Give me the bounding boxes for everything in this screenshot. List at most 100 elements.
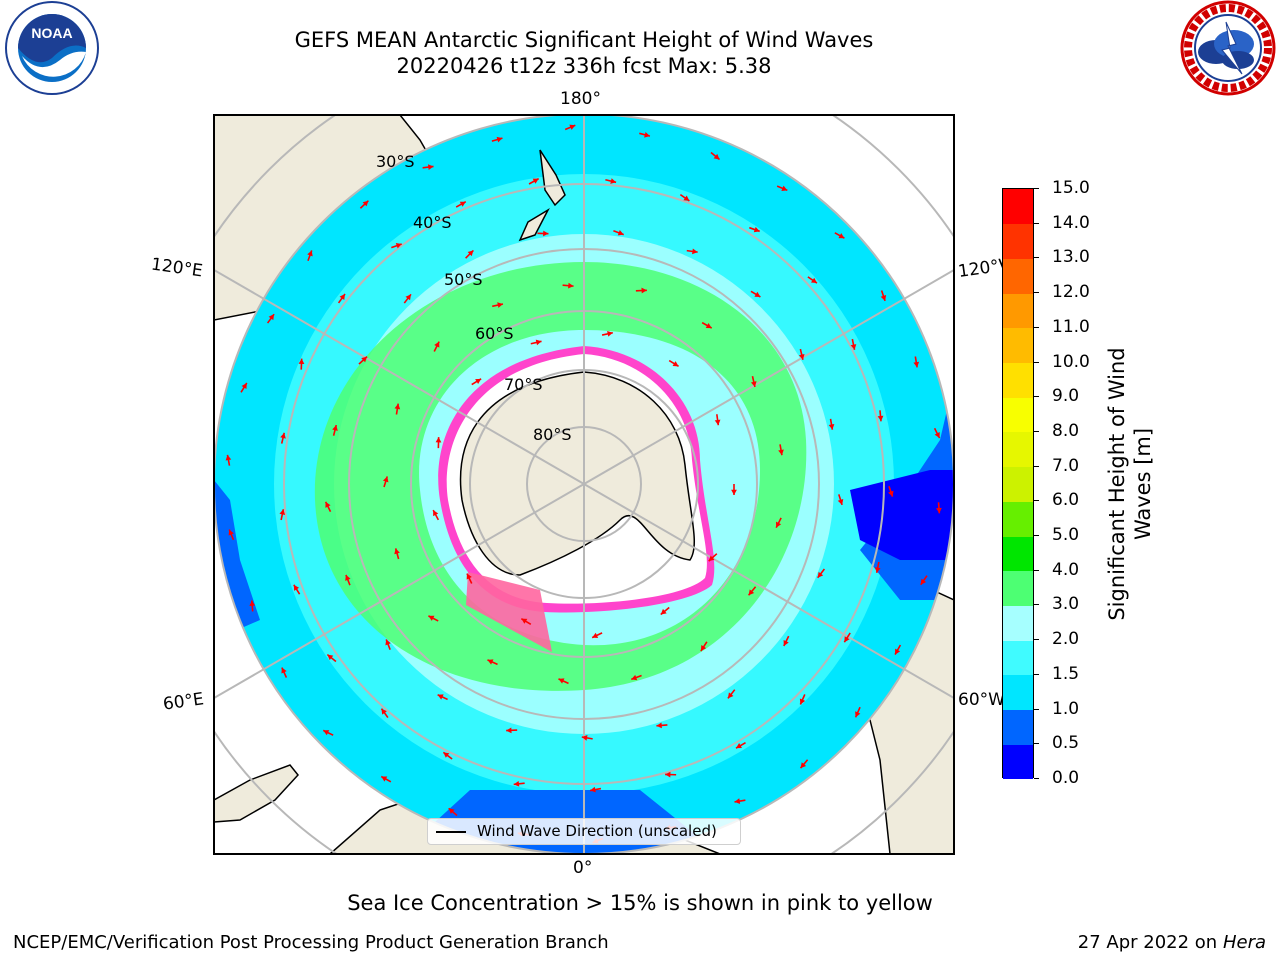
wind-wave-arrow [225, 454, 232, 466]
wind-wave-arrow [613, 229, 624, 236]
colorbar-segment [1003, 397, 1033, 433]
wind-wave-arrow [359, 200, 369, 209]
colorbar-segment [1003, 570, 1033, 606]
wind-wave-arrow [266, 313, 275, 324]
wind-wave-arrow [877, 410, 884, 422]
colorbar-tick-label: 2.0 [1052, 629, 1080, 650]
colorbar-tick [1034, 222, 1039, 224]
antarctica-landmass [459, 371, 696, 576]
wind-wave-arrow [279, 509, 286, 521]
wind-wave-arrow [394, 403, 401, 415]
wind-wave-arrow [727, 689, 736, 699]
wave-band-3m [314, 262, 807, 691]
wind-wave-arrow [798, 348, 805, 360]
wind-wave-arrow [455, 201, 467, 208]
wind-wave-arrow [734, 798, 746, 804]
wind-wave-arrow [293, 584, 301, 595]
colorbar-tick [1034, 188, 1039, 189]
wind-wave-arrow [506, 727, 518, 734]
map-frame [213, 114, 955, 855]
colorbar-segment [1003, 431, 1033, 468]
wave-band-very-low [850, 470, 954, 560]
wind-wave-arrow [487, 659, 498, 666]
colorbar-tick-label: 12.0 [1052, 282, 1090, 303]
colorbar-label: Significant Height of Wind Waves [m] [1105, 347, 1155, 621]
wind-wave-arrow [358, 356, 368, 365]
lat-label-30s: 30°S [376, 152, 415, 171]
wind-wave-arrow [817, 568, 826, 579]
wind-wave-arrow [665, 771, 677, 778]
wind-wave-arrow [380, 708, 389, 719]
wind-wave-arrow [749, 226, 760, 233]
lat-label-70s: 70°S [504, 375, 543, 394]
legend-line-swatch [436, 831, 466, 833]
wind-wave-arrow [750, 376, 757, 388]
lon-label-0: 0° [573, 858, 593, 878]
colorbar-tick [1034, 257, 1039, 259]
wind-wave-arrow [783, 635, 790, 647]
wind-wave-arrow [391, 242, 402, 249]
wind-wave-arrow [337, 293, 346, 304]
colorbar-segment [1003, 223, 1033, 259]
date-prefix: 27 Apr 2022 on [1077, 932, 1223, 953]
colorbar-segment [1003, 327, 1033, 364]
wind-wave-arrow [850, 338, 857, 350]
wind-wave-arrow [298, 358, 305, 370]
lat-label-40s: 40°S [413, 213, 452, 232]
wind-wave-arrow [837, 494, 844, 506]
wind-wave-arrow [656, 722, 668, 729]
wind-wave-arrow [385, 639, 391, 650]
colorbar-segment [1003, 362, 1033, 398]
wind-wave-arrow [854, 706, 861, 718]
wind-wave-arrow [403, 293, 412, 304]
wind-wave-arrow [530, 339, 542, 346]
wind-wave-arrow [775, 517, 782, 529]
colorbar-tick-label: 1.5 [1052, 663, 1080, 684]
colorbar-tick-label: 15.0 [1052, 178, 1090, 198]
colorbar-tick-label: 4.0 [1052, 559, 1080, 580]
wind-wave-arrow [448, 807, 458, 817]
wind-wave-arrow [735, 742, 746, 749]
wind-wave-arrow [591, 632, 603, 639]
wind-wave-arrow [422, 164, 434, 170]
colorbar-tick-label: 7.0 [1052, 455, 1080, 476]
colorbar-tick [1034, 292, 1039, 294]
colorbar-segment [1003, 605, 1033, 641]
nws-logo [1180, 0, 1276, 96]
lat-label-50s: 50°S [444, 270, 483, 289]
wind-wave-arrow [589, 786, 602, 793]
wind-wave-arrow [433, 341, 440, 352]
colorbar-tick [1034, 396, 1039, 398]
colorbar-segment [1003, 258, 1033, 294]
wind-wave-arrow [280, 432, 286, 444]
colorbar-tick [1034, 569, 1039, 571]
wind-wave-arrow [465, 249, 474, 259]
wind-wave-arrow [778, 444, 784, 456]
credit-text: NCEP/EMC/Verification Post Processing Pr… [13, 932, 609, 953]
wind-wave-arrow [635, 287, 647, 294]
wind-wave-arrow [701, 321, 713, 329]
wind-wave-arrow [520, 617, 532, 625]
colorbar-segment [1003, 293, 1033, 329]
colorbar-segment [1003, 501, 1033, 537]
wind-wave-arrow [249, 600, 256, 612]
wind-wave-arrow [332, 424, 338, 436]
colorbar [1002, 188, 1034, 780]
wind-wave-arrow [581, 735, 593, 741]
colorbar-tick-label: 6.0 [1052, 490, 1080, 511]
wind-wave-arrow [880, 290, 887, 302]
madagascar-landmass [214, 764, 299, 823]
wind-wave-arrow [466, 573, 473, 584]
wind-wave-arrow [562, 282, 574, 289]
chart-title: GEFS MEAN Antarctic Significant Height o… [294, 28, 874, 52]
wind-wave-arrow [843, 632, 851, 643]
wind-wave-arrow [639, 132, 651, 138]
colorbar-tick-label: 0.5 [1052, 733, 1080, 754]
colorbar-tick-label: 1.0 [1052, 698, 1080, 719]
wind-wave-arrow [630, 674, 642, 681]
wind-wave-arrow [747, 586, 757, 596]
new-zealand-landmass [518, 149, 566, 242]
lat-label-60s: 60°S [475, 324, 514, 343]
wind-wave-arrow [281, 667, 288, 678]
